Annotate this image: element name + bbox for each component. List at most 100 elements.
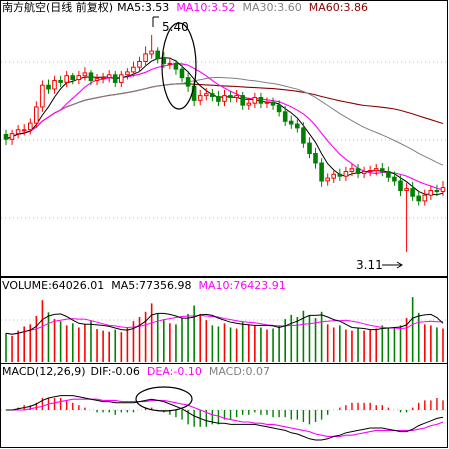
candle-body <box>228 95 233 98</box>
dif-label: DIF:-0.06 <box>91 365 140 378</box>
candle-body <box>361 171 367 174</box>
high-price-label: 5.40 <box>162 20 189 34</box>
candle-body <box>125 71 130 76</box>
candle-body <box>167 62 173 65</box>
candle-body <box>143 53 148 63</box>
candle-body <box>46 84 51 90</box>
candle-body <box>173 62 179 70</box>
candle-body <box>440 187 446 192</box>
candle-body <box>331 173 336 179</box>
candle-body <box>112 74 118 83</box>
candle-body <box>325 177 330 182</box>
candle-body <box>404 188 409 192</box>
high-annotation: 5.40 <box>152 16 189 34</box>
ma10-price-label: MA10:3.52 <box>176 1 235 14</box>
macd-histogram <box>17 398 444 427</box>
candle-body <box>398 180 403 191</box>
candle-body <box>355 168 361 174</box>
stock-name: 南方航空 <box>2 0 46 14</box>
macd-panel-header: MACD(12,26,9) DIF:-0.06 DEA:-0.10 MACD:0.07 <box>2 365 270 378</box>
candle-body <box>301 127 306 144</box>
candle-body <box>264 101 270 104</box>
volume-bars <box>5 297 444 362</box>
dea-label: DEA:-0.10 <box>147 365 202 378</box>
candle-body <box>119 74 124 83</box>
candle-body <box>64 75 70 83</box>
candle-body <box>416 195 421 202</box>
candle-body <box>131 66 136 73</box>
candle-body <box>307 142 312 155</box>
candle-body <box>100 77 106 80</box>
candle-body <box>52 80 57 90</box>
candle-body <box>179 68 185 79</box>
macd-params-label: MACD(12,26,9) <box>2 365 86 378</box>
candle-body <box>422 194 428 202</box>
candle-body <box>313 153 318 164</box>
candle-body <box>319 162 324 182</box>
candle-body <box>82 72 88 77</box>
candle-body <box>222 95 227 102</box>
candle-body <box>76 75 82 80</box>
candle-body <box>106 74 112 79</box>
candle-body <box>204 93 209 97</box>
volume-ma10-line <box>5 314 443 335</box>
low-annotation-arrow-head <box>396 261 403 269</box>
candle-body <box>367 170 373 172</box>
candle-body <box>258 97 264 104</box>
candle-body <box>337 173 343 177</box>
candle-body <box>155 50 160 60</box>
candle-body <box>410 188 415 197</box>
candle-body <box>246 102 252 106</box>
macd-circle-annotation <box>135 386 193 412</box>
candle-body <box>216 96 221 102</box>
candle-body <box>88 72 94 82</box>
candle-body <box>40 84 45 108</box>
volume-ma10-label: MA10:76423.91 <box>198 279 285 292</box>
period-label: (日线 前复权) <box>46 0 113 14</box>
candle-body <box>282 111 288 122</box>
macd-panel-frame <box>0 363 448 448</box>
candle-body <box>434 190 440 192</box>
volume-ma5-line <box>5 312 444 335</box>
candle-body <box>149 50 154 55</box>
candle-body <box>210 93 215 97</box>
price-panel-header: 南方航空(日线 前复权) MA5:3.53 MA10:3.52 MA30:3.60 MA… <box>2 0 368 14</box>
macd-value-label: MACD:0.07 <box>209 365 270 378</box>
candle-body <box>15 129 21 135</box>
dea-line <box>6 398 444 437</box>
candle-body <box>252 97 258 104</box>
candle-body <box>234 95 239 98</box>
candle-body <box>70 75 76 80</box>
dif-line <box>6 395 444 441</box>
volume-moving-averages <box>5 312 444 335</box>
candle-body <box>137 61 142 68</box>
candle-body <box>9 133 15 140</box>
candle-body <box>392 176 397 182</box>
ma30-line <box>5 76 444 166</box>
candle-body <box>380 168 385 172</box>
candle-body <box>295 123 300 129</box>
candle-body <box>58 80 63 83</box>
candle-body <box>288 120 294 125</box>
candle-body <box>349 168 355 172</box>
candle-body <box>185 77 191 87</box>
ma5-price-label: MA5:3.53 <box>117 1 169 14</box>
candle-body <box>270 101 276 106</box>
low-annotation: 3.11 <box>356 258 403 272</box>
candle-body <box>276 104 282 113</box>
candle-body <box>373 168 379 172</box>
candle-body <box>240 95 245 106</box>
candle-body <box>197 95 203 101</box>
volume-value-label: VOLUME:64026.01 <box>2 279 104 292</box>
volume-ma5-label: MA5:77356.98 <box>111 279 191 292</box>
candlesticks <box>3 34 446 253</box>
macd-lines <box>6 395 444 441</box>
ma30-price-label: MA30:3.60 <box>243 1 302 14</box>
candle-body <box>3 134 9 140</box>
candle-body <box>386 171 391 178</box>
candle-body <box>94 78 100 81</box>
ma60-price-label: MA60:3.86 <box>309 1 368 14</box>
candle-body <box>343 171 349 177</box>
